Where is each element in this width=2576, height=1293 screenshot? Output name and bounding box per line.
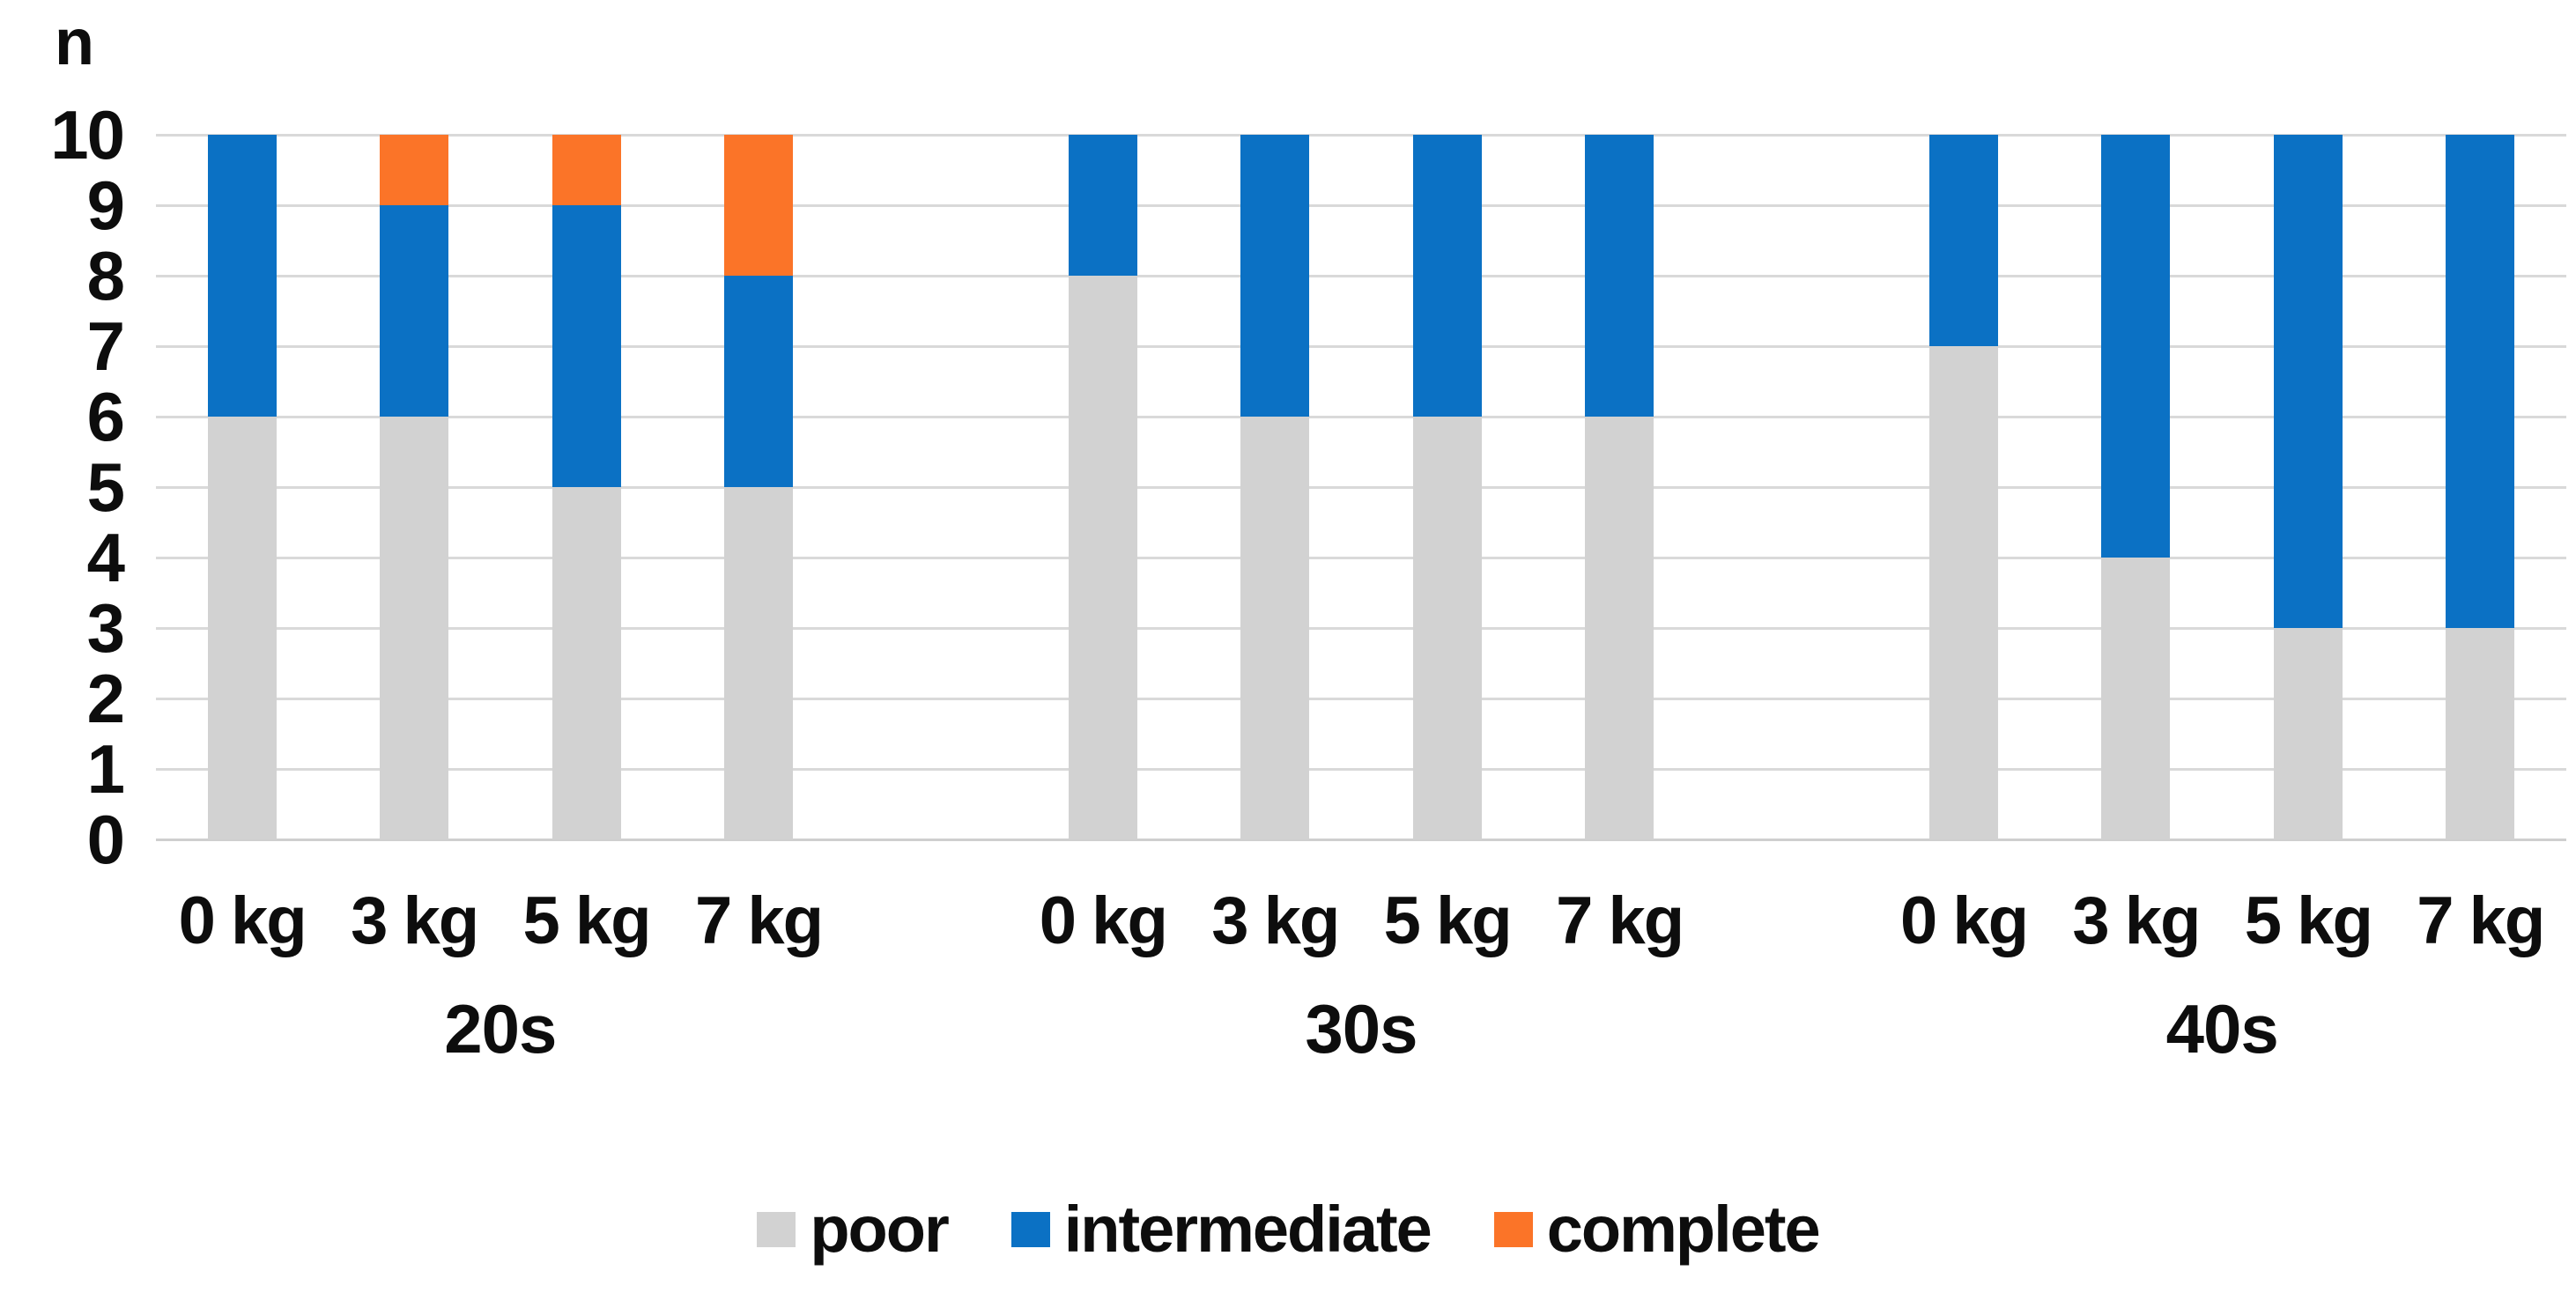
bar-segment-poor (1068, 276, 1137, 839)
y-tick-label-1: 1 (86, 730, 125, 808)
bar-segment-poor (2273, 628, 2343, 839)
x-tick-label: 7 kg (2417, 883, 2545, 958)
y-axis-title: n (54, 5, 94, 78)
bar-segment-intermediate (724, 276, 793, 487)
bar-40s-5kg (2273, 135, 2343, 839)
y-tick-label-3: 3 (86, 589, 125, 667)
bar-segment-intermediate (207, 135, 277, 417)
bar-20s-0kg (207, 135, 277, 839)
gridline-0 (156, 838, 2566, 841)
x-tick-label: 5 kg (2244, 883, 2373, 958)
y-tick-label-7: 7 (86, 307, 125, 385)
bar-segment-intermediate (1585, 135, 1654, 417)
bar-segment-poor (1412, 417, 1482, 839)
x-tick-label: 5 kg (522, 883, 652, 958)
x-tick-label: 7 kg (1556, 883, 1684, 958)
gridline-5 (156, 485, 2566, 489)
bar-30s-7kg (1585, 135, 1654, 839)
bar-40s-7kg (2446, 135, 2515, 839)
bar-segment-poor (380, 417, 449, 839)
y-tick-label-0: 0 (86, 801, 125, 878)
y-tick-label-5: 5 (86, 448, 125, 526)
bar-20s-5kg (551, 135, 621, 839)
bar-20s-7kg (724, 135, 793, 839)
x-tick-label: 5 kg (1383, 883, 1513, 958)
bar-segment-complete (551, 135, 621, 205)
gridline-8 (156, 274, 2566, 277)
bar-segment-intermediate (380, 205, 449, 417)
legend: poor intermediate complete (0, 1187, 2576, 1272)
gridline-7 (156, 344, 2566, 348)
bar-segment-intermediate (1929, 135, 1998, 346)
bar-segment-poor (1929, 346, 1998, 839)
bar-30s-3kg (1240, 135, 1310, 839)
gridline-4 (156, 556, 2566, 559)
bar-segment-poor (551, 487, 621, 839)
bar-segment-poor (207, 417, 277, 839)
group-label-40s: 40s (2165, 990, 2279, 1068)
x-tick-label: 0 kg (1039, 883, 1168, 958)
y-tick-label-4: 4 (86, 519, 125, 596)
legend-swatch-complete (1493, 1212, 1533, 1247)
y-tick-label-2: 2 (86, 660, 125, 737)
gridline-10 (156, 133, 2566, 137)
legend-label-complete: complete (1546, 1193, 1821, 1266)
bar-segment-intermediate (2446, 135, 2515, 628)
legend-label-intermediate: intermediate (1063, 1193, 1432, 1266)
bar-segment-poor (1240, 417, 1310, 839)
bar-segment-intermediate (551, 205, 621, 487)
bar-40s-0kg (1929, 135, 1998, 839)
group-label-30s: 30s (1305, 990, 1418, 1068)
legend-swatch-intermediate (1010, 1212, 1050, 1247)
gridline-1 (156, 767, 2566, 771)
bar-20s-3kg (380, 135, 449, 839)
bar-segment-poor (2446, 628, 2515, 839)
legend-label-poor: poor (810, 1193, 949, 1266)
legend-item-complete: complete (1493, 1190, 1821, 1269)
bar-segment-poor (724, 487, 793, 839)
bar-40s-3kg (2101, 135, 2171, 839)
bar-segment-intermediate (2101, 135, 2171, 558)
bar-30s-0kg (1068, 135, 1137, 839)
x-tick-label: 7 kg (694, 883, 824, 958)
bar-segment-intermediate (1412, 135, 1482, 417)
x-tick-label: 3 kg (1211, 883, 1340, 958)
y-tick-label-8: 8 (86, 237, 125, 314)
y-tick-label-6: 6 (86, 378, 125, 455)
legend-item-intermediate: intermediate (1010, 1190, 1432, 1269)
x-tick-label: 3 kg (2072, 883, 2201, 958)
bar-segment-poor (1585, 417, 1654, 839)
x-tick-label: 0 kg (178, 883, 307, 958)
bar-segment-complete (380, 135, 449, 205)
y-tick-label-9: 9 (86, 166, 125, 244)
bar-segment-intermediate (2273, 135, 2343, 628)
bar-segment-poor (2101, 558, 2171, 839)
legend-swatch-poor (757, 1212, 796, 1247)
gridline-6 (156, 415, 2566, 418)
group-label-20s: 20s (444, 990, 557, 1068)
bar-segment-intermediate (1068, 135, 1137, 276)
legend-item-poor: poor (757, 1190, 950, 1269)
gridline-9 (156, 203, 2566, 207)
plot-area (156, 133, 2566, 841)
bar-segment-complete (724, 135, 793, 276)
gridline-3 (156, 626, 2566, 630)
x-tick-label: 0 kg (1899, 883, 2029, 958)
x-tick-label: 3 kg (351, 883, 479, 958)
y-tick-label-10: 10 (50, 96, 125, 174)
gridline-2 (156, 697, 2566, 700)
bar-30s-5kg (1412, 135, 1482, 839)
bar-segment-intermediate (1240, 135, 1310, 417)
